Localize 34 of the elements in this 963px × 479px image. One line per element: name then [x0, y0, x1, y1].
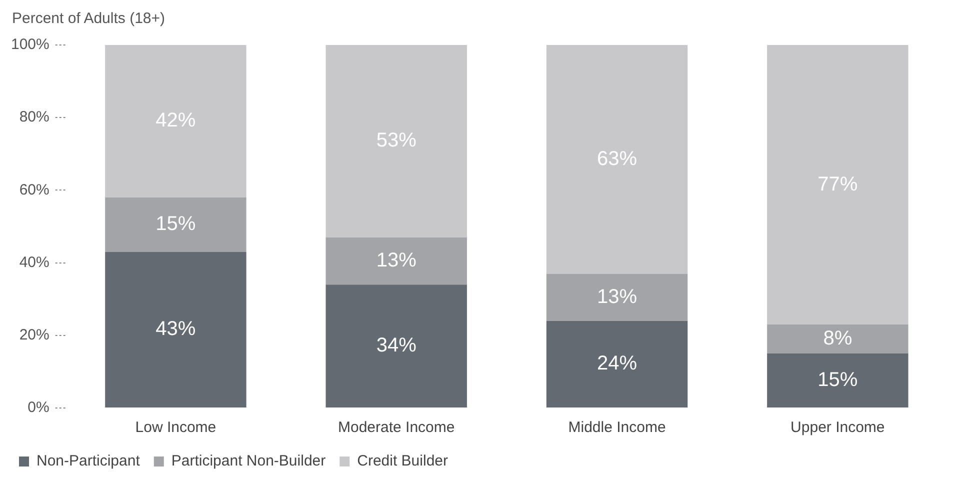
- data-label: 43%: [156, 318, 196, 340]
- x-tick-label: Low Income: [135, 419, 216, 436]
- y-tick-label: 40%: [19, 254, 50, 271]
- bar: [105, 45, 246, 198]
- y-tick-label: 20%: [19, 326, 50, 344]
- bar: [767, 324, 908, 354]
- y-tick-label: 0%: [28, 399, 50, 416]
- data-label: 13%: [596, 286, 638, 308]
- x-tick-label: Upper Income: [790, 419, 885, 436]
- data-label: 34%: [376, 334, 417, 357]
- data-label: 13%: [376, 250, 417, 272]
- y-tick-label: 60%: [19, 181, 50, 198]
- bar: [105, 197, 246, 252]
- bar: [767, 354, 908, 408]
- bar: [326, 284, 467, 408]
- bar: [546, 45, 688, 274]
- legend-label: Credit Builder: [357, 452, 448, 470]
- y-tick-label: 80%: [19, 108, 50, 126]
- bar: [767, 45, 908, 325]
- legend-label: Participant Non-Builder: [171, 452, 326, 470]
- bar: [546, 320, 688, 408]
- bar: [326, 45, 467, 238]
- bar: [105, 252, 246, 408]
- data-label: 24%: [596, 352, 638, 375]
- data-label: 15%: [156, 213, 196, 236]
- data-label: 15%: [818, 369, 858, 392]
- y-tick-label: 100%: [10, 36, 50, 54]
- x-tick-label: Middle Income: [568, 419, 666, 436]
- y-axis-title: Percent of Adults (18+): [12, 10, 166, 27]
- bar: [546, 274, 688, 321]
- bar: [326, 237, 467, 285]
- data-label: 8%: [823, 328, 852, 350]
- legend-label: Non-Participant: [36, 452, 141, 470]
- x-tick-label: Moderate Income: [338, 419, 455, 436]
